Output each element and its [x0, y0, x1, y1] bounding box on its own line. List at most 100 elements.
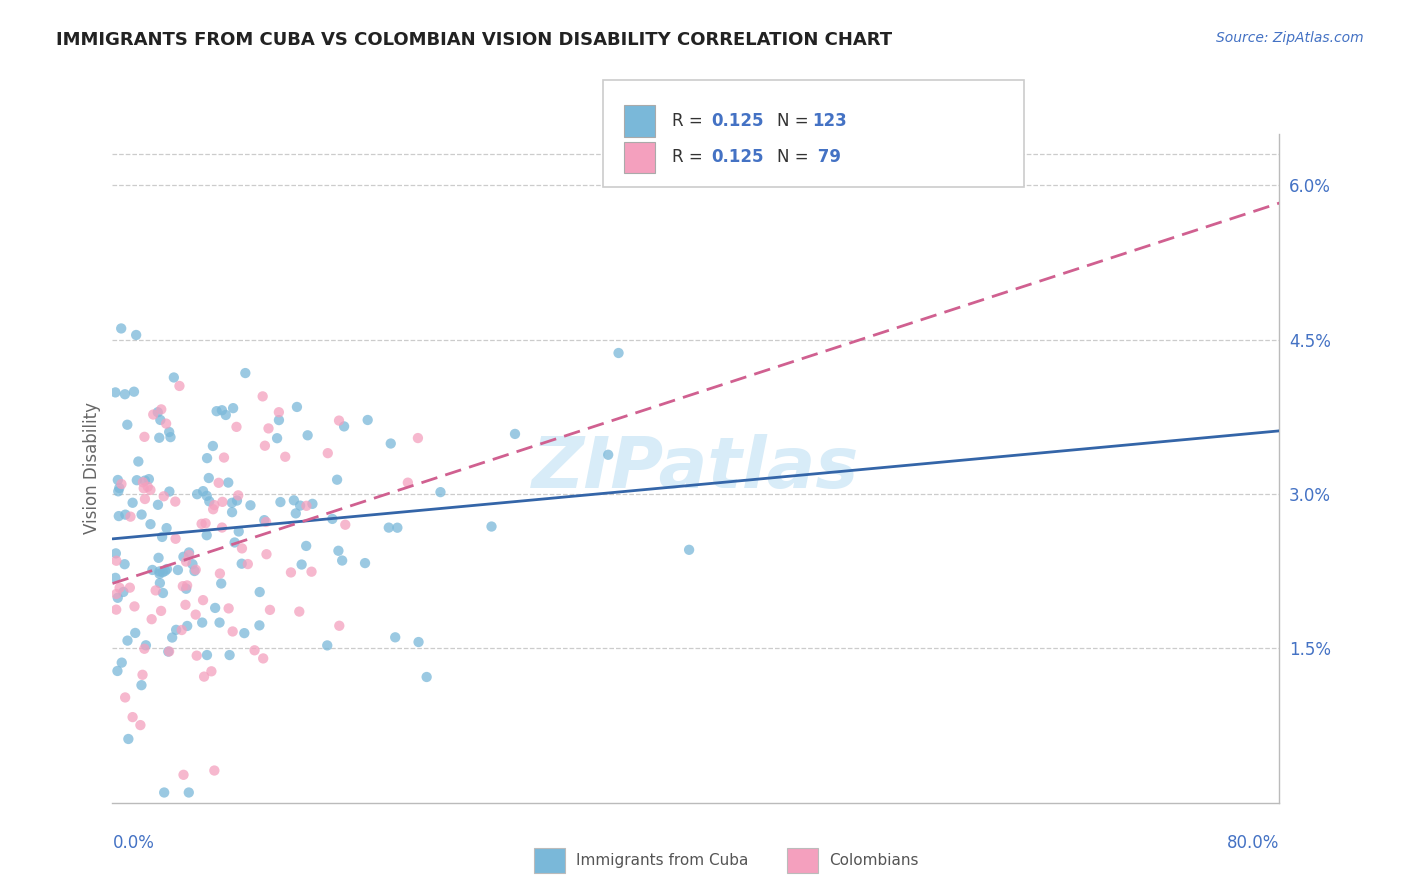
Point — [233, 366, 256, 380]
Point — [131, 678, 153, 692]
Point — [231, 541, 253, 556]
Point — [226, 488, 249, 502]
Point — [198, 494, 221, 508]
Point — [408, 635, 430, 649]
Point — [110, 477, 132, 491]
Point — [117, 417, 139, 432]
Point — [139, 517, 162, 532]
Point — [172, 579, 194, 593]
Point — [159, 430, 181, 444]
Point — [256, 547, 278, 561]
Point — [200, 665, 222, 679]
Point — [253, 513, 276, 527]
Point — [121, 710, 143, 724]
Point — [211, 403, 233, 417]
Point — [335, 517, 357, 532]
Point — [174, 582, 197, 596]
Point — [321, 512, 343, 526]
Point — [217, 475, 239, 490]
Point — [195, 648, 218, 662]
Point — [291, 558, 314, 572]
Point — [328, 414, 350, 428]
Point — [107, 484, 129, 499]
Point — [122, 384, 145, 399]
Point — [266, 431, 288, 445]
Point — [333, 419, 356, 434]
Point — [429, 485, 451, 500]
Point — [218, 601, 240, 615]
Point — [205, 404, 228, 418]
Point — [148, 431, 170, 445]
Point — [211, 520, 233, 534]
Point — [208, 566, 231, 581]
Point — [136, 480, 159, 494]
Point — [204, 601, 226, 615]
Point — [257, 421, 280, 435]
Point — [194, 516, 217, 531]
Point — [149, 576, 172, 591]
Point — [221, 624, 243, 639]
Point — [191, 593, 214, 607]
Point — [108, 581, 131, 595]
Point — [181, 557, 204, 571]
Point — [295, 499, 318, 513]
Point — [186, 487, 208, 501]
Point — [503, 426, 526, 441]
Point — [252, 389, 274, 403]
Point — [173, 768, 195, 782]
Point — [221, 496, 243, 510]
Point — [105, 554, 128, 568]
Point — [148, 565, 170, 579]
Point — [297, 428, 319, 442]
Point — [295, 539, 318, 553]
Point — [415, 670, 437, 684]
Text: R =: R = — [672, 112, 707, 130]
Point — [165, 532, 187, 546]
Point — [225, 420, 247, 434]
Point — [114, 690, 136, 705]
Text: Source: ZipAtlas.com: Source: ZipAtlas.com — [1216, 31, 1364, 45]
Point — [328, 543, 350, 558]
Point — [253, 439, 276, 453]
Point — [249, 585, 271, 599]
Point — [267, 405, 290, 419]
Point — [236, 557, 259, 571]
Text: IMMIGRANTS FROM CUBA VS COLOMBIAN VISION DISABILITY CORRELATION CHART: IMMIGRANTS FROM CUBA VS COLOMBIAN VISION… — [56, 31, 893, 49]
Point — [396, 475, 419, 490]
Point — [120, 509, 142, 524]
Point — [150, 604, 173, 618]
Point — [598, 448, 620, 462]
Point — [283, 493, 305, 508]
Point — [153, 564, 176, 578]
Point — [155, 521, 177, 535]
Point — [104, 385, 127, 400]
Point — [124, 626, 146, 640]
Point — [152, 586, 174, 600]
Point — [152, 489, 174, 503]
Point — [176, 619, 198, 633]
Point — [218, 648, 240, 662]
Text: 123: 123 — [813, 112, 846, 130]
Point — [165, 623, 187, 637]
Point — [145, 583, 167, 598]
Point — [110, 321, 132, 335]
Point — [209, 576, 232, 591]
Point — [387, 521, 409, 535]
Point — [114, 387, 136, 401]
Point — [233, 626, 256, 640]
Point — [135, 638, 157, 652]
Text: R =: R = — [672, 148, 707, 166]
Point — [131, 508, 153, 522]
Y-axis label: Vision Disability: Vision Disability — [83, 402, 101, 534]
Point — [183, 564, 205, 578]
Point — [127, 454, 149, 468]
Point — [284, 507, 307, 521]
Text: ZIPatlas: ZIPatlas — [533, 434, 859, 503]
Point — [104, 571, 127, 585]
Point — [141, 563, 163, 577]
Point — [156, 562, 179, 576]
Point — [208, 615, 231, 630]
Point — [231, 557, 253, 571]
Point — [107, 664, 129, 678]
Point — [330, 553, 353, 567]
